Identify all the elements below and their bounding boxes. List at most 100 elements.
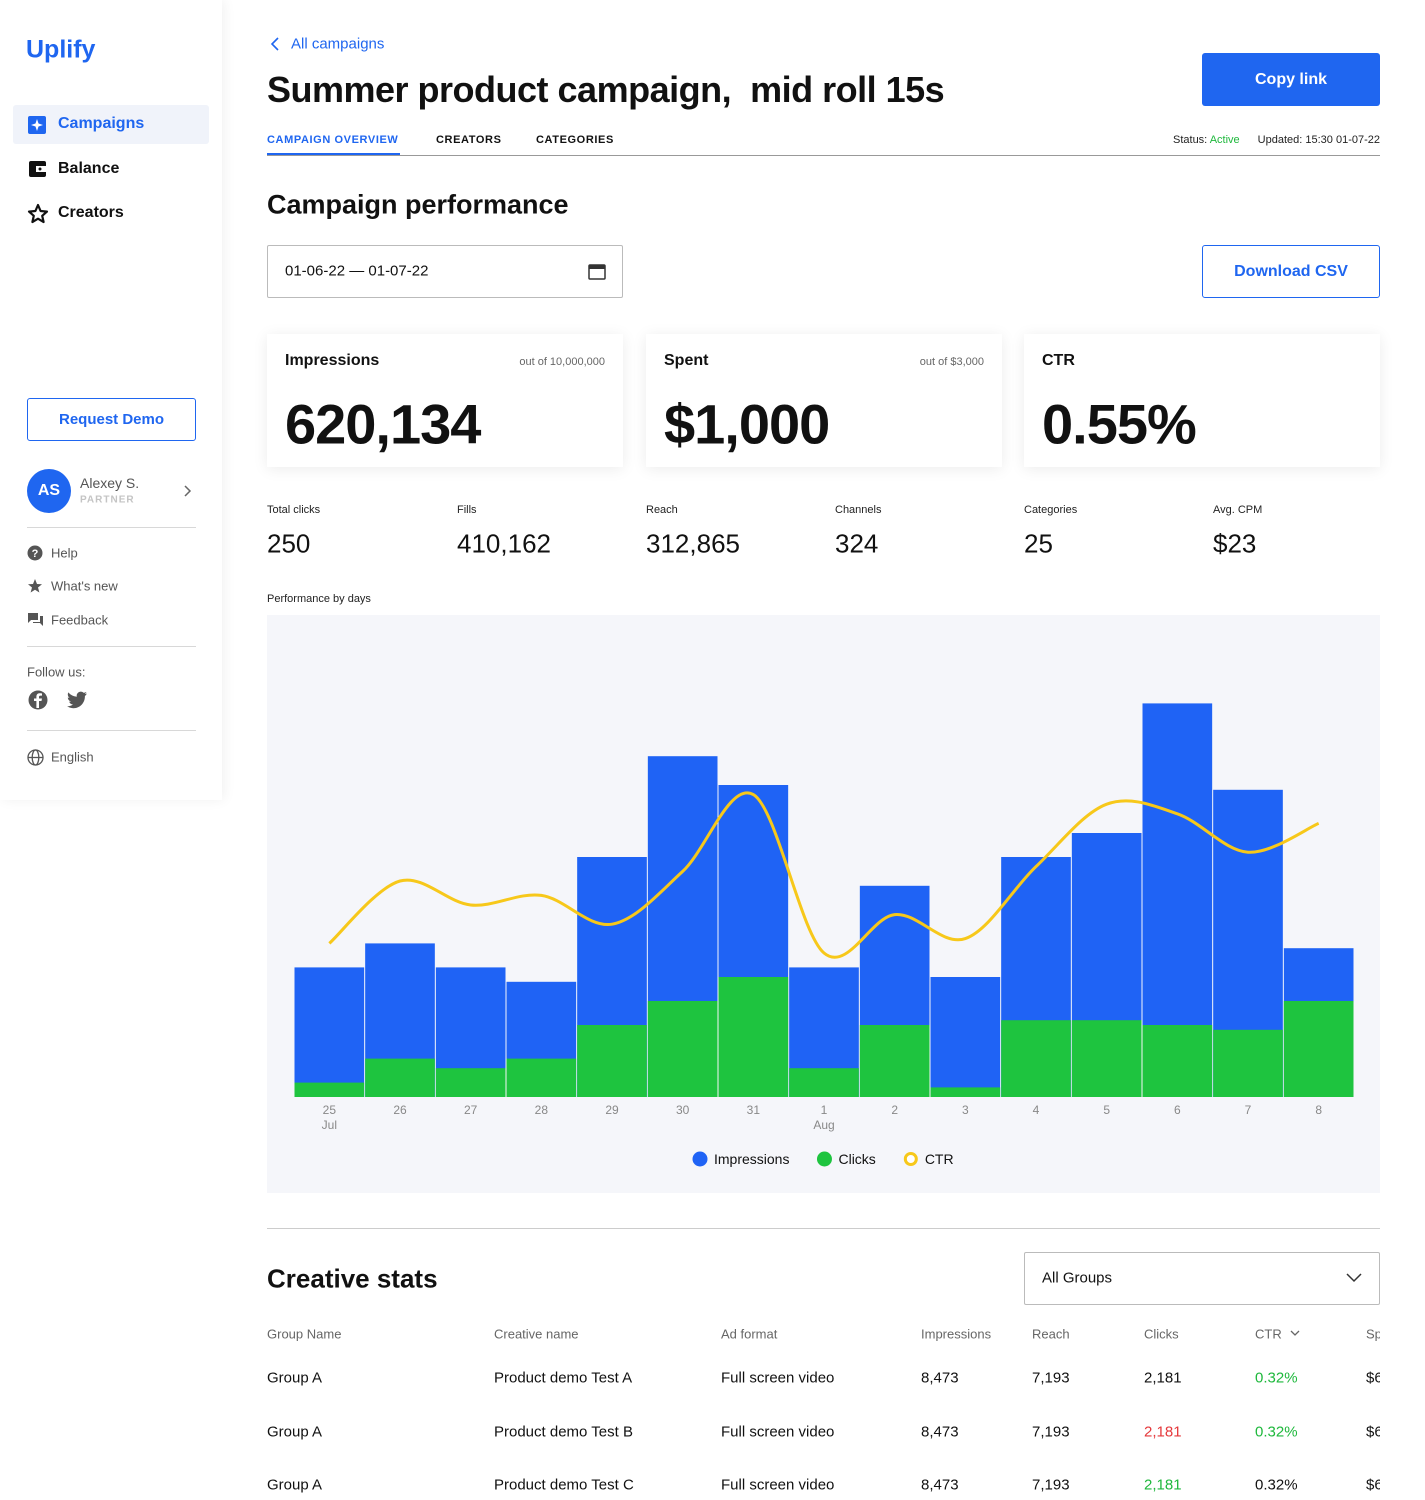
divider	[27, 527, 196, 528]
bar	[859, 1025, 930, 1097]
balance-icon	[29, 161, 46, 177]
column-header[interactable]: Group Name	[267, 1326, 342, 1342]
bar	[577, 1025, 647, 1097]
x-tick-label: 8	[1315, 1103, 1322, 1117]
table-cell: Group A	[267, 1369, 323, 1387]
card-value: 0.55%	[1042, 392, 1197, 456]
language[interactable]: English	[51, 749, 94, 765]
tab[interactable]: CREATORS	[436, 134, 502, 146]
column-header[interactable]: Creative name	[494, 1326, 579, 1342]
nav-item[interactable]: Balance	[58, 160, 120, 177]
card-note: out of 10,000,000	[519, 356, 605, 368]
tab-underline	[267, 153, 400, 155]
chart-title: Performance by days	[267, 593, 371, 605]
column-header[interactable]: Impressions	[921, 1326, 992, 1342]
user-role: PARTNER	[80, 494, 135, 506]
facebook-icon[interactable]	[28, 690, 48, 710]
x-tick-label: 4	[1033, 1103, 1040, 1117]
page-title: Summer product campaign, mid roll 15s	[267, 69, 945, 110]
nav-item[interactable]: Creators	[58, 204, 124, 221]
stat-card: Impressions out of 10,000,000 620,134	[267, 334, 623, 467]
back-link[interactable]: All campaigns	[291, 35, 385, 53]
dropdown-icon	[1346, 1273, 1362, 1283]
bar	[789, 1068, 859, 1097]
sidebar-link[interactable]: Help	[51, 545, 78, 561]
table-cell: Product demo Test B	[494, 1423, 633, 1441]
divider	[27, 730, 196, 731]
metric-value: $23	[1213, 528, 1257, 559]
card-note: out of $3,000	[919, 356, 984, 368]
back-icon[interactable]	[270, 37, 280, 51]
line	[328, 791, 1320, 959]
table-cell: 2,181	[1144, 1423, 1182, 1441]
column-header[interactable]: CTR	[1255, 1326, 1282, 1342]
request-demo-button[interactable]: Request Demo	[27, 398, 196, 441]
metric-label: Total clicks	[267, 504, 321, 516]
tab[interactable]: CATEGORIES	[536, 134, 614, 146]
metric-label: Fills	[457, 504, 477, 516]
sort-icon[interactable]	[1290, 1330, 1300, 1338]
logo[interactable]: Uplify	[26, 35, 96, 64]
group-select[interactable]	[1024, 1252, 1380, 1305]
date-picker[interactable]	[267, 245, 623, 298]
column-header[interactable]: Clicks	[1144, 1326, 1179, 1342]
card-label: Spent	[664, 352, 709, 369]
metric-label: Reach	[646, 504, 678, 516]
card-label: Impressions	[285, 352, 380, 369]
x-tick-label: 29	[605, 1103, 619, 1117]
bar	[1001, 1020, 1071, 1097]
feedback-icon	[28, 613, 43, 626]
stat-card: CTR 0.55%	[1024, 334, 1380, 467]
avatar[interactable]: AS	[27, 469, 71, 513]
x-tick-label: 3	[962, 1103, 969, 1117]
table-cell: Group A	[267, 1423, 323, 1441]
nav-item[interactable]: Campaigns	[58, 115, 145, 132]
column-header[interactable]: Reach	[1032, 1326, 1070, 1342]
table-cell: 2,181	[1144, 1369, 1182, 1387]
tab[interactable]: CAMPAIGN OVERVIEW	[267, 134, 399, 146]
calendar-icon	[588, 264, 606, 280]
card-label: CTR	[1042, 352, 1075, 369]
star-icon	[28, 579, 42, 593]
sidebar-link[interactable]: What's new	[51, 578, 118, 594]
legend-marker	[692, 1151, 708, 1167]
x-tick-label: 27	[464, 1103, 478, 1117]
twitter-icon[interactable]	[67, 691, 88, 709]
select-value: All Groups	[1042, 1269, 1113, 1287]
table-cell: 7,193	[1032, 1369, 1070, 1387]
metric-value: 25	[1024, 528, 1053, 559]
bar	[506, 1058, 577, 1097]
sidebar-link[interactable]: Feedback	[51, 612, 109, 628]
download-csv-button[interactable]: Download CSV	[1202, 245, 1380, 298]
x-tick-sublabel: Aug	[813, 1118, 834, 1132]
section-title: Creative stats	[267, 1263, 438, 1294]
x-tick-label: 1	[821, 1103, 828, 1117]
x-tick-sublabel: Jul	[322, 1118, 337, 1132]
creators-icon	[27, 203, 49, 224]
table: Group Name Creative name Ad format Impressi…	[0, 1300, 1380, 1500]
section-title: Campaign performance	[267, 189, 569, 220]
svg-text:?: ?	[32, 548, 39, 560]
status: Active	[1209, 134, 1240, 146]
bar	[930, 1087, 1001, 1097]
legend-label: Impressions	[714, 1151, 789, 1167]
table-cell: 8,473	[921, 1476, 959, 1494]
table-cell: 8,473	[921, 1369, 959, 1387]
column-header[interactable]: Ad format	[721, 1326, 778, 1342]
chevron[interactable]	[182, 485, 192, 497]
table-cell: Full screen video	[721, 1476, 835, 1494]
column-header[interactable]: Sp	[1366, 1326, 1380, 1342]
help-icon: ?	[27, 545, 43, 561]
bar	[1283, 1001, 1354, 1097]
x-tick-label: 7	[1245, 1103, 1252, 1117]
table-cell: Full screen video	[721, 1423, 835, 1441]
x-tick-label: 26	[393, 1103, 407, 1117]
table-cell: Group A	[267, 1476, 323, 1494]
table-cell: $6	[1366, 1476, 1380, 1494]
table-cell: Product demo Test A	[494, 1369, 633, 1387]
date-range: 01-06-22 — 01-07-22	[285, 262, 429, 280]
copy-link-button[interactable]: Copy link	[1202, 53, 1380, 106]
table-cell: 7,193	[1032, 1423, 1070, 1441]
x-tick-label: 2	[891, 1103, 898, 1117]
bar	[435, 1068, 506, 1097]
